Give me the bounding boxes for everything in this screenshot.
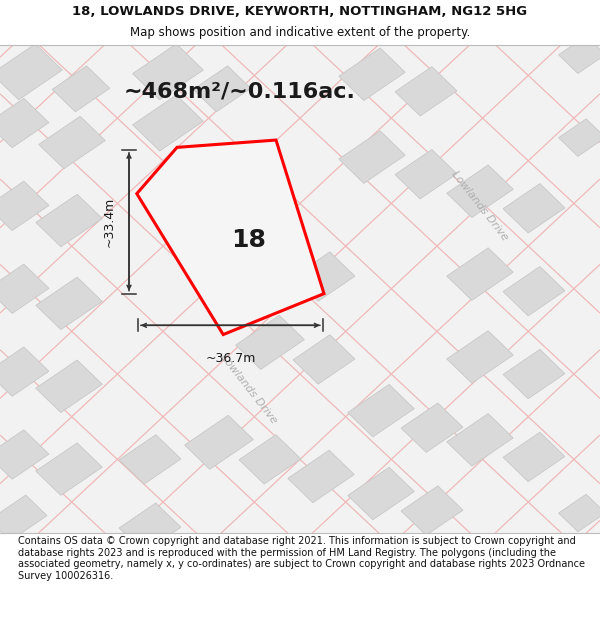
Polygon shape: [239, 435, 301, 484]
Polygon shape: [39, 116, 105, 169]
Polygon shape: [137, 140, 324, 334]
Text: Map shows position and indicative extent of the property.: Map shows position and indicative extent…: [130, 26, 470, 39]
Polygon shape: [133, 44, 203, 100]
Polygon shape: [559, 119, 600, 156]
Polygon shape: [395, 67, 457, 116]
Text: 18, LOWLANDS DRIVE, KEYWORTH, NOTTINGHAM, NG12 5HG: 18, LOWLANDS DRIVE, KEYWORTH, NOTTINGHAM…: [73, 5, 527, 18]
Polygon shape: [503, 266, 565, 316]
Polygon shape: [503, 432, 565, 482]
Polygon shape: [0, 495, 47, 541]
Text: ~468m²/~0.116ac.: ~468m²/~0.116ac.: [124, 81, 356, 101]
Polygon shape: [348, 468, 414, 520]
Polygon shape: [236, 232, 304, 286]
Polygon shape: [447, 248, 513, 301]
Polygon shape: [36, 194, 102, 247]
Polygon shape: [0, 347, 49, 396]
Polygon shape: [0, 430, 49, 479]
Polygon shape: [348, 384, 414, 437]
Polygon shape: [36, 360, 102, 413]
Polygon shape: [395, 149, 457, 199]
Polygon shape: [119, 435, 181, 484]
Polygon shape: [0, 44, 62, 100]
Text: Lowlands Drive: Lowlands Drive: [219, 352, 279, 426]
Text: 18: 18: [232, 228, 266, 252]
Polygon shape: [133, 95, 203, 151]
Polygon shape: [559, 494, 600, 532]
Polygon shape: [293, 252, 355, 301]
Polygon shape: [447, 165, 513, 217]
Text: Lowlands Drive: Lowlands Drive: [450, 169, 510, 242]
Polygon shape: [185, 415, 253, 469]
Polygon shape: [401, 486, 463, 535]
Polygon shape: [447, 414, 513, 466]
Polygon shape: [0, 98, 49, 148]
Polygon shape: [339, 48, 405, 101]
Polygon shape: [559, 36, 600, 74]
Text: ~36.7m: ~36.7m: [205, 352, 256, 365]
Polygon shape: [288, 450, 354, 503]
Polygon shape: [0, 181, 49, 231]
Polygon shape: [193, 66, 251, 112]
Polygon shape: [52, 66, 110, 112]
Polygon shape: [119, 503, 181, 552]
Polygon shape: [36, 277, 102, 329]
Polygon shape: [339, 131, 405, 183]
Polygon shape: [36, 443, 102, 496]
Text: Contains OS data © Crown copyright and database right 2021. This information is : Contains OS data © Crown copyright and d…: [18, 536, 585, 581]
Polygon shape: [447, 331, 513, 383]
Polygon shape: [0, 264, 49, 313]
Text: ~33.4m: ~33.4m: [103, 197, 116, 247]
Polygon shape: [401, 403, 463, 452]
Polygon shape: [503, 184, 565, 233]
Polygon shape: [236, 316, 304, 369]
Polygon shape: [293, 335, 355, 384]
Polygon shape: [503, 349, 565, 399]
